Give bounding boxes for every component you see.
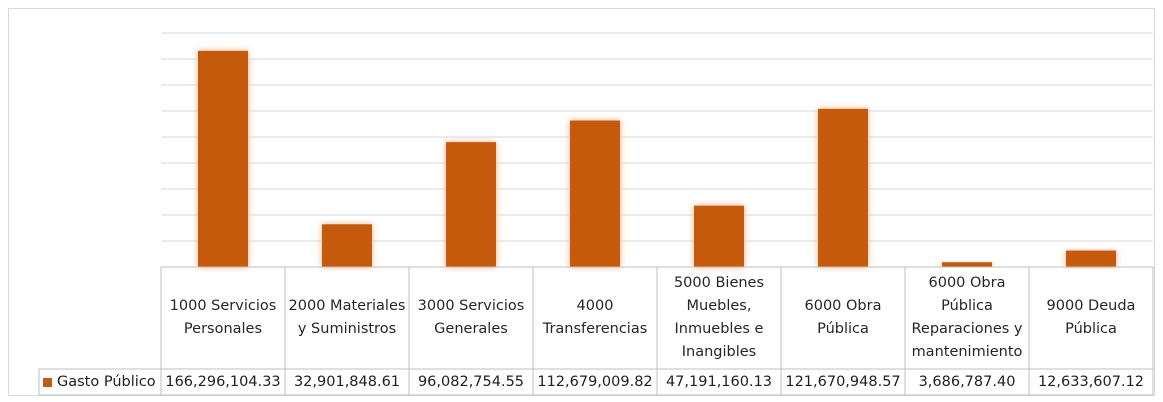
value-cell: 3,686,787.40 <box>918 374 1016 390</box>
category-label-line: Pública <box>1065 321 1117 337</box>
category-label-line: Muebles, <box>686 298 752 314</box>
category-label-line: Personales <box>183 321 263 337</box>
category-label: 5000 Bienes Muebles, Inmuebles e Inangibles <box>657 267 781 369</box>
legend-series: Gasto Público <box>43 369 156 395</box>
category-label-line: 2000 Materiales <box>288 298 406 314</box>
legend-series-name: Gasto Público <box>57 374 156 390</box>
bar-8 <box>1066 250 1116 267</box>
category-label: 4000 Transferencias <box>533 267 657 369</box>
category-label-line: 3000 Servicios <box>417 298 525 314</box>
category-label-line: Pública <box>817 321 869 337</box>
category-label-line: 6000 Obra <box>928 275 1006 291</box>
category-label: 6000 Obra Pública Reparaciones y mantenimie… <box>905 267 1029 369</box>
category-label: 3000 Servicios Generales <box>409 267 533 369</box>
category-label: 6000 Obra Pública <box>781 267 905 369</box>
bar-3 <box>446 142 496 267</box>
bar-2 <box>322 224 372 267</box>
category-label-line: Transferencias <box>542 321 648 337</box>
value-cell: 47,191,160.13 <box>665 374 773 390</box>
value-cell: 112,679,009.82 <box>537 374 653 390</box>
category-label: 2000 Materiales y Suministros <box>285 267 409 369</box>
category-label-line: Generales <box>434 321 508 337</box>
bar-4 <box>570 120 620 267</box>
category-label-line: 5000 Bienes <box>673 275 765 291</box>
category-label: 9000 Deuda Pública <box>1029 267 1153 369</box>
category-label-line: 6000 Obra <box>804 298 882 314</box>
category-label-line: Pública <box>941 298 993 314</box>
bar-1 <box>198 50 248 267</box>
value-cell: 12,633,607.12 <box>1037 374 1145 390</box>
category-label-line: mantenimiento <box>911 344 1023 360</box>
category-label-line: 1000 Servicios <box>169 298 277 314</box>
category-label-line: Inmuebles e <box>674 321 764 337</box>
value-cell: 96,082,754.55 <box>417 374 525 390</box>
value-cell: 32,901,848.61 <box>293 374 401 390</box>
bar-6 <box>818 108 868 268</box>
category-label-line: Inangibles <box>681 344 757 360</box>
category-label: 1000 Servicios Personales <box>161 267 285 369</box>
category-label-line: 4000 <box>576 298 614 314</box>
chart-frame: 1000 Servicios Personales 166,296,104.33 20… <box>8 8 1155 396</box>
category-label-line: y Suministros <box>297 321 397 337</box>
category-label-line: 9000 Deuda <box>1046 298 1136 314</box>
plot-area <box>38 32 1154 396</box>
category-label-line: Reparaciones y <box>911 321 1023 337</box>
bar-5 <box>694 205 744 267</box>
value-cell: 121,670,948.57 <box>785 374 901 390</box>
bar-7 <box>942 262 992 267</box>
legend-swatch <box>43 377 52 387</box>
value-cell: 166,296,104.33 <box>165 374 281 390</box>
